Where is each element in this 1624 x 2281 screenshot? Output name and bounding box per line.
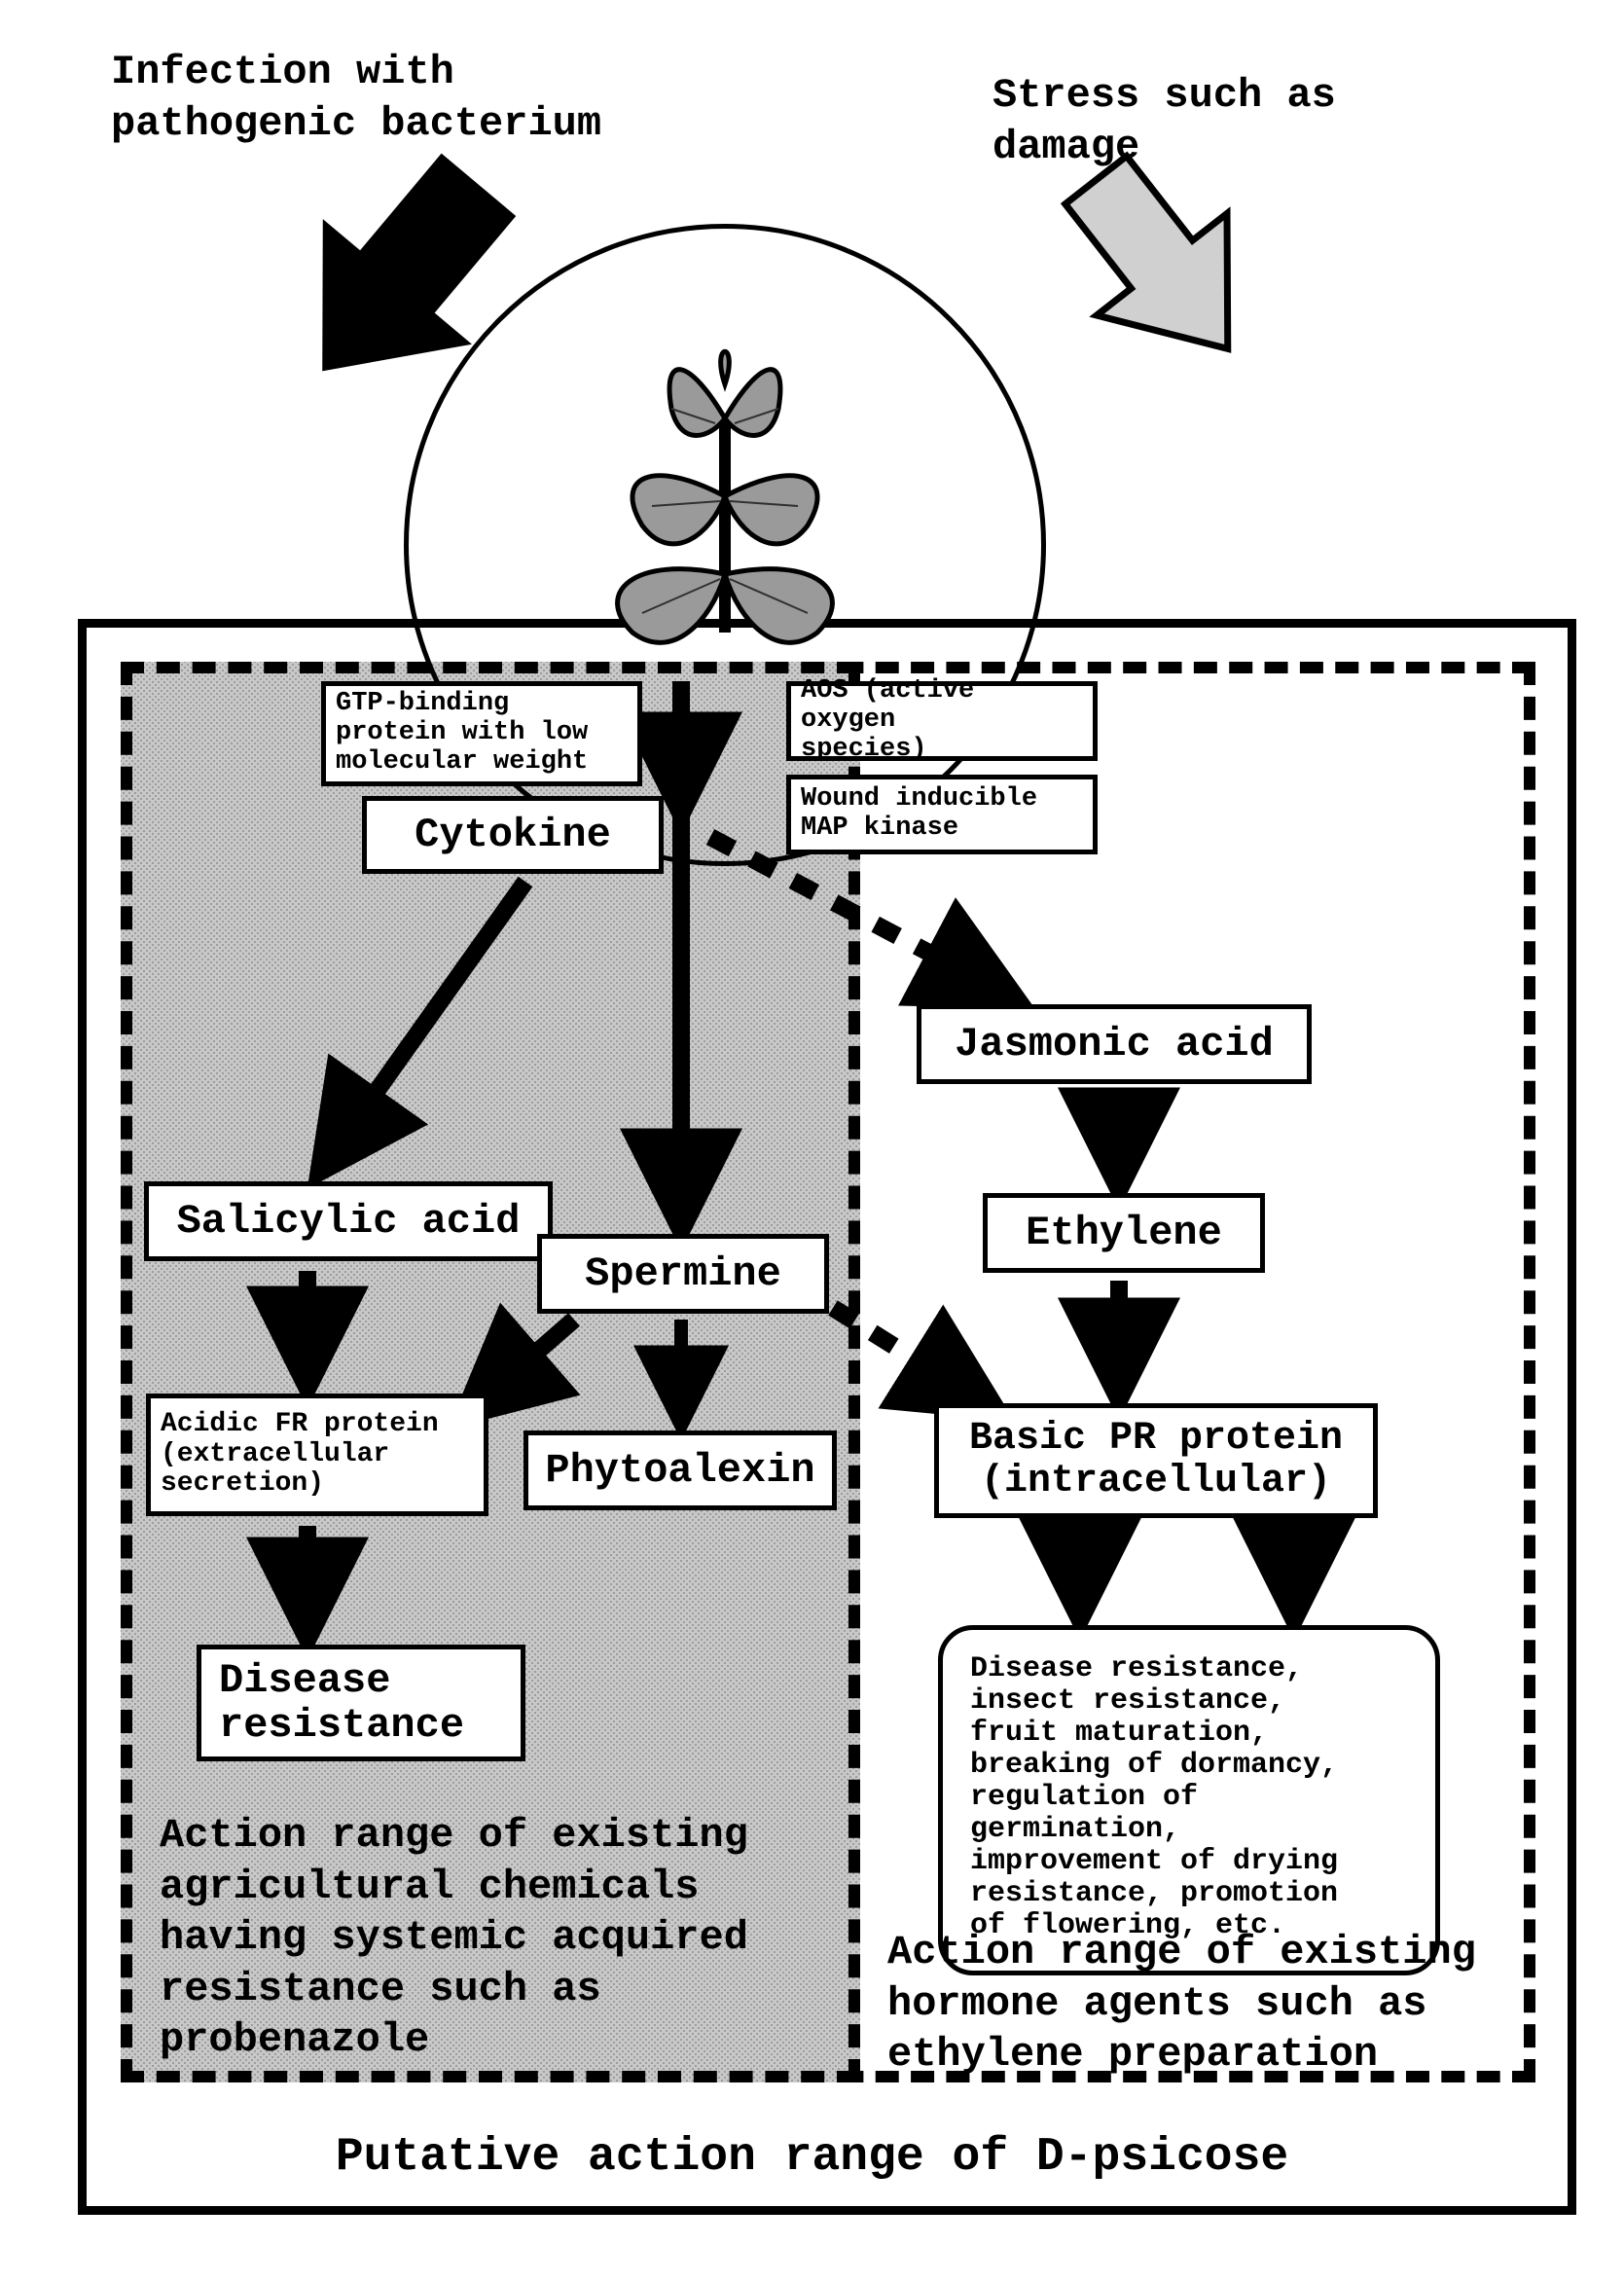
node-spermine: Spermine (537, 1234, 829, 1314)
node-cytokine: Cytokine (362, 796, 664, 874)
node-outcomes: Disease resistance, insect resistance, f… (938, 1625, 1440, 1975)
region-label-left: Action range of existing agricultural ch… (160, 1810, 841, 2066)
node-acidic: Acidic FR protein (extracellular secreti… (146, 1394, 488, 1516)
node-basicpr: Basic PR protein (intracellular) (934, 1403, 1378, 1518)
node-phytoalexin: Phytoalexin (523, 1430, 837, 1510)
node-gtp: GTP-binding protein with low molecular w… (321, 681, 642, 786)
node-ethylene: Ethylene (983, 1193, 1265, 1273)
node-wound: Wound inducible MAP kinase (786, 775, 1098, 854)
node-jasmonic: Jasmonic acid (917, 1004, 1312, 1084)
node-disease: Disease resistance (197, 1645, 525, 1761)
region-label-right: Action range of existing hormone agents … (887, 1927, 1510, 2081)
node-salicylic: Salicylic acid (144, 1181, 553, 1261)
node-aos: AOS (active oxygen species) (786, 681, 1098, 761)
diagram-canvas: Infection with pathogenic bacterium Stre… (0, 0, 1624, 2281)
bottom-label: Putative action range of D-psicose (0, 2131, 1624, 2184)
